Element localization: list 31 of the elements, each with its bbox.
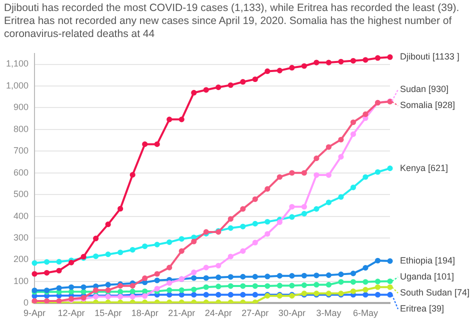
y-tick-label: 800 <box>13 124 29 134</box>
y-tick-label: 500 <box>13 189 29 200</box>
y-tick-label: 200 <box>13 254 29 264</box>
x-tick-label: 18-Apr <box>131 308 158 318</box>
x-tick-label: 30-Apr <box>278 308 306 318</box>
y-tick-label: 600 <box>13 167 29 178</box>
legend-label: Uganda [101] <box>400 272 454 282</box>
chart-title: Djibouti has recorded the most COVID-19 cases (1,133), while Eritrea has recorded the least (39). Eritrea has not recorded any new cases since April 19, 2020. Somalia has the highest number of coronavirus-related deaths at 44 <box>3 1 460 42</box>
y-tick-label: 1,000 <box>6 80 29 90</box>
legend-label: South Sudan [74] <box>400 288 470 298</box>
x-tick-label: 24-Apr <box>204 308 232 318</box>
series-label: Ethiopia [194] <box>400 256 456 266</box>
y-tick-label: 100 <box>13 276 29 286</box>
y-tick-label: 700 <box>13 146 29 156</box>
series-label: Kenya [621] <box>400 162 448 173</box>
x-tick-label: 6-May <box>352 308 378 318</box>
series-label: Djibouti [1133 ] <box>400 52 460 62</box>
y-tick-label: 0 <box>24 298 29 308</box>
x-tick-label: 9-Apr <box>24 308 46 318</box>
series-label: Eritrea [39] <box>400 304 444 314</box>
series-label: Sudan [930] <box>400 84 449 94</box>
y-tick-label: 400 <box>13 210 29 221</box>
x-tick-label: 21-Apr <box>168 308 196 318</box>
y-tick-label: 900 <box>13 102 29 112</box>
x-tick-label: 27-Apr <box>242 308 269 318</box>
x-tick-label: 15-Apr <box>94 308 122 318</box>
legend-label: Somalia [928] <box>400 100 456 110</box>
y-tick-label: 1,100 <box>6 58 29 69</box>
y-tick-label: 300 <box>13 232 29 243</box>
x-tick-label: 12-Apr <box>58 308 85 318</box>
x-tick-label: 3-May <box>316 308 342 318</box>
